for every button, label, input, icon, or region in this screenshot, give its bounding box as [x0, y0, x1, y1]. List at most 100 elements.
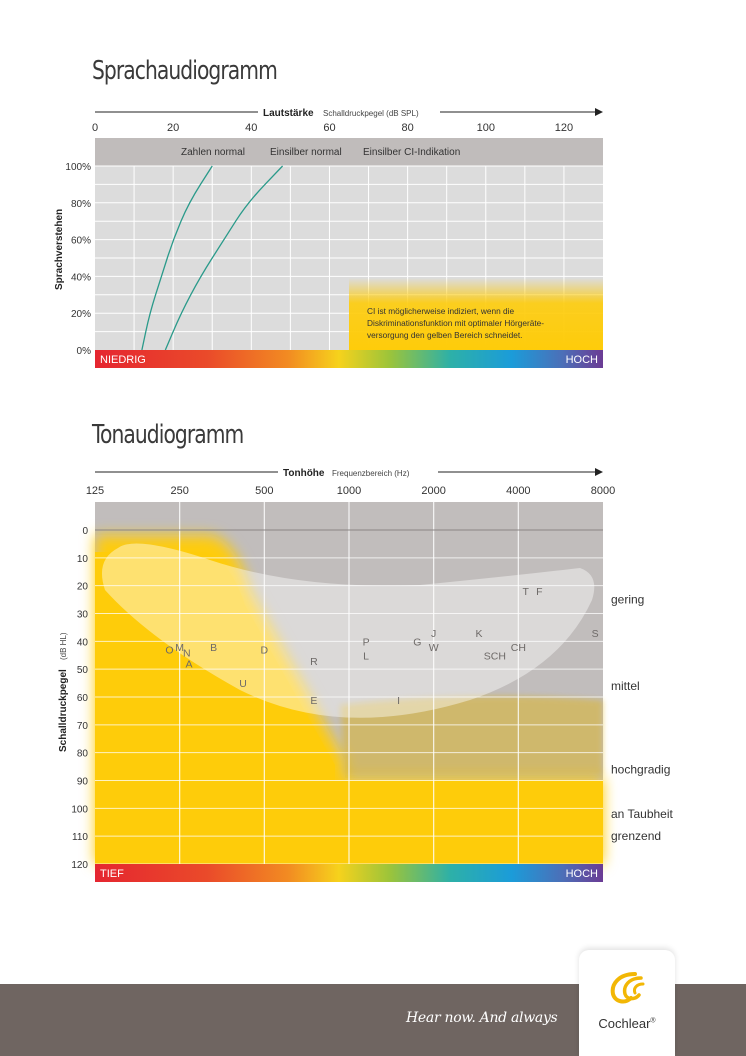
phoneme-label: CH: [511, 642, 526, 654]
speech-header-band: [95, 138, 603, 166]
speech-banana: [101, 543, 595, 718]
speech-audiogram: Lautstärke Schalldruckpegel (dB SPL) 0 20…: [54, 104, 603, 368]
speech-y-tick-label: 20%: [71, 309, 91, 320]
tone-y-tick-label: 100: [71, 804, 88, 815]
header-label-zahlen-normal: Zahlen normal: [181, 147, 245, 158]
tone-y-tick-label: 50: [77, 665, 89, 676]
tone-y-ticks: 0 10 20 30 40 50 60 70 80 90 100 110 120: [71, 526, 88, 871]
speech-x-sublabel: Schalldruckpegel (dB SPL): [323, 109, 419, 118]
speech-y-tick-label: 80%: [71, 199, 91, 210]
phoneme-label: B: [210, 642, 217, 654]
phoneme-label: D: [261, 645, 269, 657]
phoneme-label: P: [363, 636, 370, 648]
tone-x-tick-label: 1000: [337, 485, 361, 497]
phoneme-label: N: [183, 647, 191, 659]
speech-curve-line: [164, 165, 284, 351]
tone-y-tick-label: 110: [72, 832, 88, 843]
cochlear-logo: Cochlear®: [579, 950, 675, 1056]
tone-x-tick-label: 4000: [506, 485, 530, 497]
phoneme-label: E: [310, 695, 317, 707]
speech-x-tick-label: 40: [245, 122, 257, 134]
speech-scale-low: NIEDRIG: [100, 354, 146, 366]
hearing-degree-label: grenzend: [611, 829, 661, 843]
speech-x-tick-label: 80: [401, 122, 413, 134]
speech-y-label: Sprachverstehen: [54, 209, 65, 290]
tone-x-label: Tonhöhe: [283, 468, 325, 479]
phoneme-label: R: [310, 656, 318, 668]
speech-y-tick-label: 100%: [65, 162, 91, 173]
speech-y-tick-label: 60%: [71, 236, 91, 247]
tone-x-ticks: 125 250 500 1000 2000 4000 8000: [86, 485, 615, 497]
tone-y-tick-label: 20: [77, 582, 89, 593]
speech-y-ticks: 0% 20% 40% 60% 80% 100%: [65, 162, 91, 357]
speech-x-tick-label: 0: [92, 122, 98, 134]
tone-x-sublabel: Frequenzbereich (Hz): [332, 469, 410, 478]
tone-y-tick-label: 10: [77, 554, 89, 565]
ci-annotation-line-3: versorgung den gelben Bereich schneidet.: [367, 330, 522, 340]
phoneme-label: U: [239, 678, 247, 690]
phoneme-label: K: [476, 628, 483, 640]
phoneme-label: W: [429, 642, 439, 654]
speech-x-tick-label: 120: [555, 122, 573, 134]
tone-y-tick-label: 70: [77, 721, 89, 732]
phoneme-label: SCH: [484, 650, 506, 662]
tone-y-label: Schalldruckpegel: [58, 669, 69, 752]
tone-scale-bar: [95, 864, 603, 882]
phoneme-label: A: [186, 659, 193, 671]
phoneme-label: I: [397, 695, 400, 707]
hearing-loss-degrees: gering mittel hochgradig an Taubheit grenzen…: [611, 593, 674, 844]
tone-x-tick-label: 8000: [591, 485, 615, 497]
tone-audiogram: Tonhöhe Frequenzbereich (Hz) 125 250 500 10…: [58, 464, 674, 882]
tone-scale-high: HOCH: [566, 868, 598, 880]
cochlear-brand-name: Cochlear: [598, 1016, 651, 1031]
tone-y-tick-label: 80: [77, 749, 89, 760]
speech-x-tick-label: 100: [477, 122, 495, 134]
tone-x-tick-label: 2000: [421, 485, 445, 497]
phoneme-label: T: [523, 586, 530, 598]
phoneme-label: M: [175, 642, 184, 654]
tone-y-tick-label: 120: [71, 860, 88, 871]
phoneme-label: L: [363, 650, 369, 662]
tone-audiogram-title: Tonaudiogramm: [92, 420, 244, 450]
tone-x-tick-label: 125: [86, 485, 104, 497]
cochlear-logo-text: Cochlear®: [598, 1016, 656, 1031]
phoneme-label: S: [592, 628, 599, 640]
phoneme-label: G: [413, 636, 421, 648]
header-label-einsilber-normal: Einsilber normal: [270, 147, 342, 158]
hearing-degree-label: hochgradig: [611, 762, 670, 776]
cochlear-logo-mark-icon: [610, 972, 645, 1004]
phoneme-label: J: [431, 628, 436, 640]
speech-scale-high: HOCH: [566, 354, 598, 366]
footer-slogan: Hear now. And always: [406, 1010, 558, 1026]
tone-scale-low: TIEF: [100, 868, 124, 880]
header-label-ci-indikation: Einsilber CI-Indikation: [363, 147, 460, 158]
speech-x-ticks: 0 20 40 60 80 100 120: [92, 122, 573, 134]
hearing-degree-label: mittel: [611, 679, 640, 693]
tone-y-tick-label: 90: [77, 777, 89, 788]
speech-x-label: Lautstärke: [263, 108, 314, 119]
tone-y-tick-label: 60: [77, 693, 89, 704]
ci-annotation-line-1: CI ist möglicherweise indiziert, wenn di…: [367, 306, 514, 316]
tone-grid: [95, 502, 603, 865]
speech-y-tick-label: 0%: [77, 346, 92, 357]
speech-curves: [141, 165, 284, 351]
tone-y-tick-label: 30: [77, 610, 89, 621]
speech-scale-bar: [95, 350, 603, 368]
speech-x-tick-label: 20: [167, 122, 179, 134]
phoneme-label: O: [165, 645, 173, 657]
tone-x-tick-label: 250: [170, 485, 188, 497]
hearing-degree-label: an Taubheit: [611, 807, 674, 821]
ci-region: [349, 278, 603, 350]
tone-y-sublabel: (dB HL): [59, 632, 68, 660]
ci-annotation-line-2: Diskriminationsfunktion mit optimaler Hö…: [367, 318, 544, 328]
tone-y-tick-label: 0: [82, 526, 88, 537]
speech-curve-line: [141, 165, 213, 351]
tone-y-tick-label: 40: [77, 637, 89, 648]
hearing-degree-label: gering: [611, 593, 644, 607]
speech-audiogram-title: Sprachaudiogramm: [92, 56, 278, 86]
speech-x-tick-label: 60: [323, 122, 335, 134]
tone-x-tick-label: 500: [255, 485, 273, 497]
phoneme-label: F: [536, 586, 542, 598]
